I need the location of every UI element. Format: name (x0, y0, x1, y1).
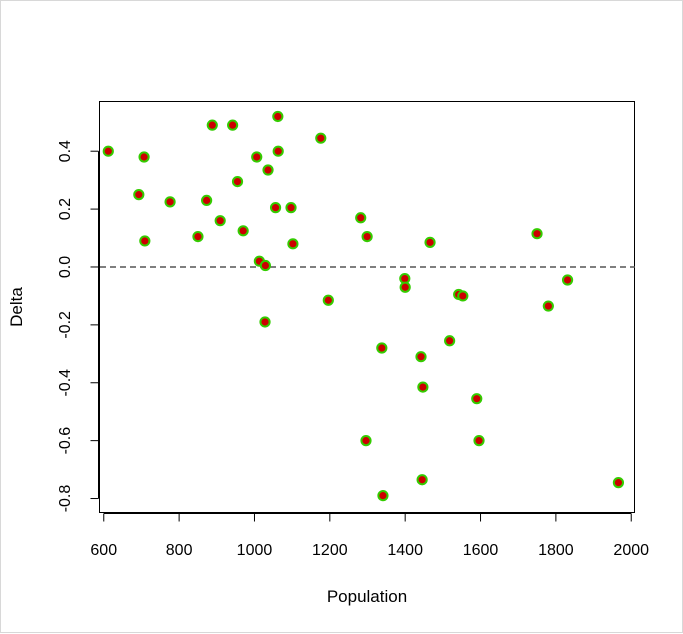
data-point (444, 335, 456, 347)
data-point (561, 274, 574, 286)
data-point (272, 145, 284, 157)
y-tick-label: -0.6 (57, 427, 74, 455)
plot-area-box (99, 101, 635, 513)
x-tick-label: 1200 (312, 542, 348, 559)
data-point (259, 259, 271, 272)
data-point (237, 225, 249, 237)
data-point (287, 238, 299, 250)
x-tick-label: 800 (166, 542, 193, 559)
data-point (201, 194, 213, 207)
data-point (227, 119, 239, 131)
x-tick-label: 1600 (463, 542, 499, 559)
data-point (531, 228, 543, 240)
data-point (206, 119, 218, 131)
data-point (473, 435, 485, 447)
x-tick-label: 2000 (613, 542, 649, 559)
data-point (376, 342, 388, 354)
y-tick-label: -0.8 (57, 485, 74, 513)
x-tick-label: 1400 (387, 542, 423, 559)
data-point (399, 281, 411, 293)
x-axis-label: Population (327, 587, 407, 606)
data-point (272, 110, 284, 123)
x-tick-label: 1000 (237, 542, 273, 559)
data-point (424, 236, 436, 248)
data-point (251, 151, 263, 163)
data-point (139, 235, 151, 247)
data-point (231, 175, 244, 188)
x-axis: 600 800 1000 1200 1400 1600 1800 2000 (90, 513, 649, 559)
data-point (415, 351, 427, 363)
y-tick-label: -0.2 (57, 311, 74, 339)
data-point (285, 202, 297, 214)
data-point (214, 215, 226, 227)
y-axis-label: Delta (7, 287, 26, 327)
data-point (269, 202, 282, 214)
data-point (322, 294, 334, 306)
data-point (417, 381, 429, 393)
x-tick-label: 1800 (538, 542, 574, 559)
data-point (133, 189, 145, 201)
data-point (259, 316, 271, 328)
data-point (315, 132, 327, 144)
data-point (360, 435, 372, 447)
y-tick-label: 0.4 (57, 140, 74, 162)
y-tick-label: -0.4 (57, 369, 74, 397)
y-axis: -0.8 -0.6 -0.4 -0.2 0.0 0.2 0.4 (57, 140, 99, 512)
data-point (138, 151, 150, 163)
data-point (164, 196, 176, 208)
data-point (542, 300, 554, 312)
data-point (262, 164, 274, 176)
x-tick-label: 600 (90, 542, 117, 559)
data-point (416, 474, 428, 486)
data-point (471, 393, 483, 405)
data-point (377, 490, 389, 502)
data-points (102, 110, 625, 502)
data-point (361, 230, 373, 243)
y-tick-label: 0.0 (57, 256, 74, 278)
data-point (612, 477, 625, 489)
data-point (457, 290, 469, 302)
data-point (192, 230, 204, 243)
data-point (102, 145, 114, 157)
data-point (355, 212, 367, 224)
y-tick-label: 0.2 (57, 198, 74, 220)
